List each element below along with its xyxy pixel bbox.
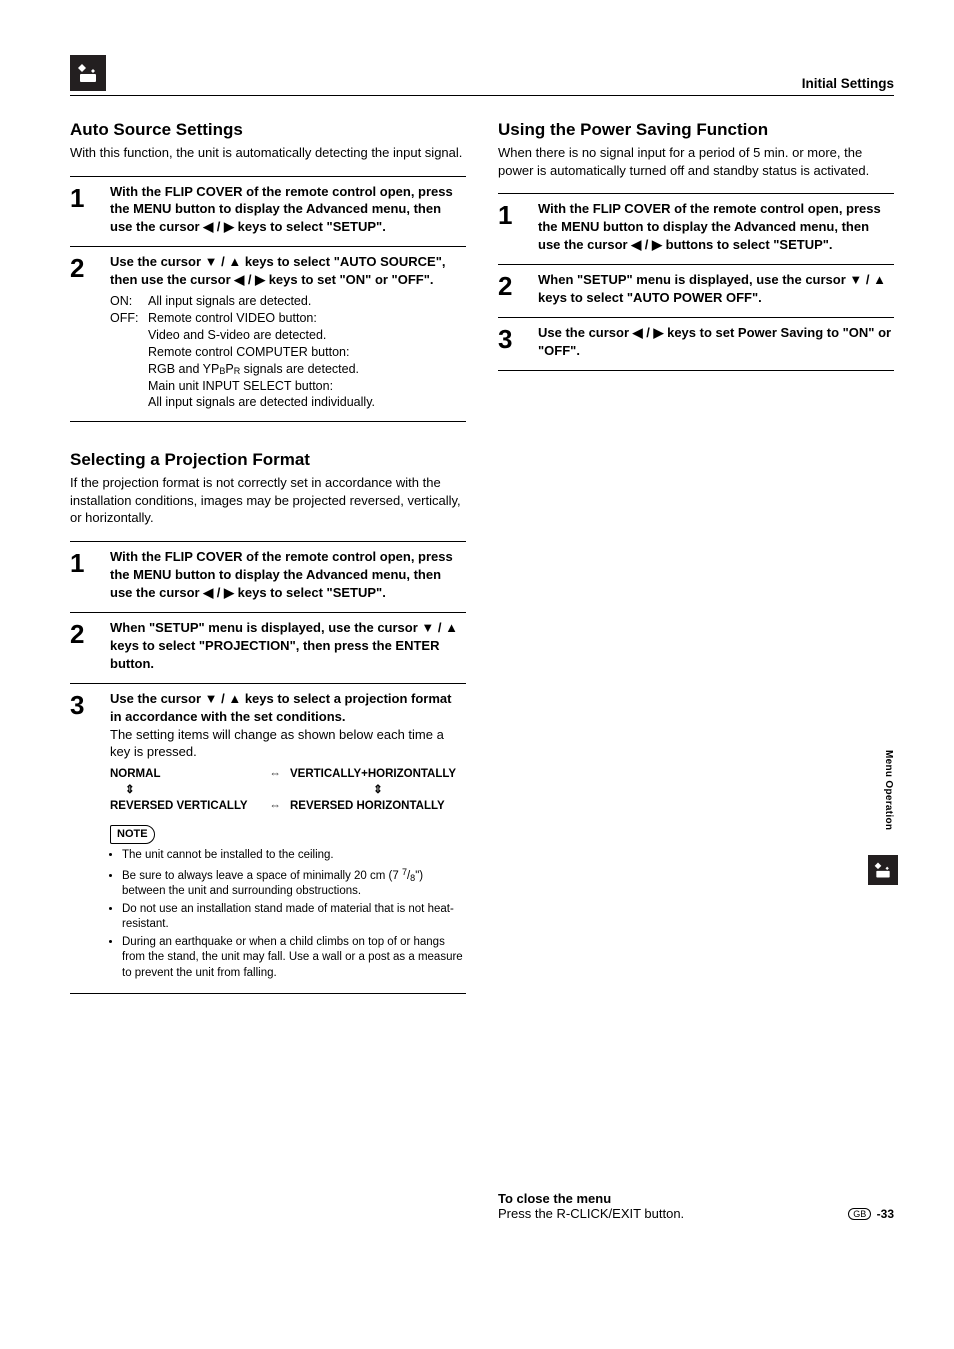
page-header: Initial Settings [70, 55, 894, 96]
step-text: With the FLIP COVER of the remote contro… [110, 549, 453, 600]
updown-arrow-icon: ⇕ [290, 783, 466, 799]
off-text: Remote control VIDEO button: Video and S… [148, 310, 466, 411]
step: 2 Use the cursor ▼ / ▲ keys to select "A… [70, 247, 466, 422]
step-number: 3 [498, 324, 538, 360]
step: 1 With the FLIP COVER of the remote cont… [70, 177, 466, 248]
on-text: All input signals are detected. [148, 293, 466, 310]
projection-map: NORMAL ⇔ VERTICALLY+HORIZONTALLY ⇕ ⇕ REV… [110, 767, 466, 815]
step: 3 Use the cursor ◀ / ▶ keys to set Power… [498, 318, 894, 371]
step-number: 3 [70, 690, 110, 984]
side-tab-label: Menu Operation [883, 750, 894, 830]
close-menu-hint: To close the menu Press the R-CLICK/EXIT… [498, 1191, 894, 1221]
double-arrow-icon: ⇔ [260, 799, 290, 815]
step: 2 When "SETUP" menu is displayed, use th… [498, 265, 894, 318]
header-title: Initial Settings [802, 76, 894, 91]
step-text: With the FLIP COVER of the remote contro… [538, 201, 881, 252]
brand-logo-icon [868, 855, 898, 885]
notes-list: The unit cannot be installed to the ceil… [110, 848, 466, 981]
note-item: Be sure to always leave a space of minim… [122, 866, 466, 900]
step-text: When "SETUP" menu is displayed, use the … [538, 272, 886, 305]
step-number: 2 [70, 619, 110, 673]
note-label: NOTE [110, 825, 155, 844]
right-column: Using the Power Saving Function When the… [498, 120, 894, 1221]
projection-intro: If the projection format is not correctl… [70, 474, 466, 527]
power-saving-steps: 1 With the FLIP COVER of the remote cont… [498, 193, 894, 371]
note-item: The unit cannot be installed to the ceil… [122, 848, 466, 864]
double-arrow-icon: ⇔ [260, 767, 290, 783]
brand-logo-icon [70, 55, 106, 91]
step: 3 Use the cursor ▼ / ▲ keys to select a … [70, 684, 466, 995]
page-number: GB -33 [848, 1207, 894, 1221]
step-text: Use the cursor ▼ / ▲ keys to select a pr… [110, 691, 451, 724]
note-item: During an earthquake or when a child cli… [122, 935, 466, 982]
step-text: With the FLIP COVER of the remote contro… [110, 184, 453, 235]
on-label: ON: [110, 293, 148, 310]
updown-arrow-icon: ⇕ [110, 783, 260, 799]
auto-source-intro: With this function, the unit is automati… [70, 144, 466, 162]
section-title-power-saving: Using the Power Saving Function [498, 120, 894, 140]
step: 2 When "SETUP" menu is displayed, use th… [70, 613, 466, 684]
step-number: 2 [70, 253, 110, 411]
step-subtext: The setting items will change as shown b… [110, 727, 444, 760]
language-badge: GB [848, 1208, 871, 1220]
step-number: 2 [498, 271, 538, 307]
power-saving-intro: When there is no signal input for a peri… [498, 144, 894, 179]
step-text: Use the cursor ◀ / ▶ keys to set Power S… [538, 325, 891, 358]
note-item: Do not use an installation stand made of… [122, 902, 466, 933]
off-label: OFF: [110, 310, 148, 411]
step-text: Use the cursor ▼ / ▲ keys to select "AUT… [110, 254, 445, 287]
step: 1 With the FLIP COVER of the remote cont… [498, 194, 894, 265]
auto-source-steps: 1 With the FLIP COVER of the remote cont… [70, 176, 466, 423]
left-column: Auto Source Settings With this function,… [70, 120, 466, 1221]
step-number: 1 [498, 200, 538, 254]
section-title-auto-source: Auto Source Settings [70, 120, 466, 140]
step-text: When "SETUP" menu is displayed, use the … [110, 620, 458, 671]
step-number: 1 [70, 183, 110, 237]
step-number: 1 [70, 548, 110, 602]
section-title-projection: Selecting a Projection Format [70, 450, 466, 470]
step: 1 With the FLIP COVER of the remote cont… [70, 542, 466, 613]
projection-steps: 1 With the FLIP COVER of the remote cont… [70, 541, 466, 994]
